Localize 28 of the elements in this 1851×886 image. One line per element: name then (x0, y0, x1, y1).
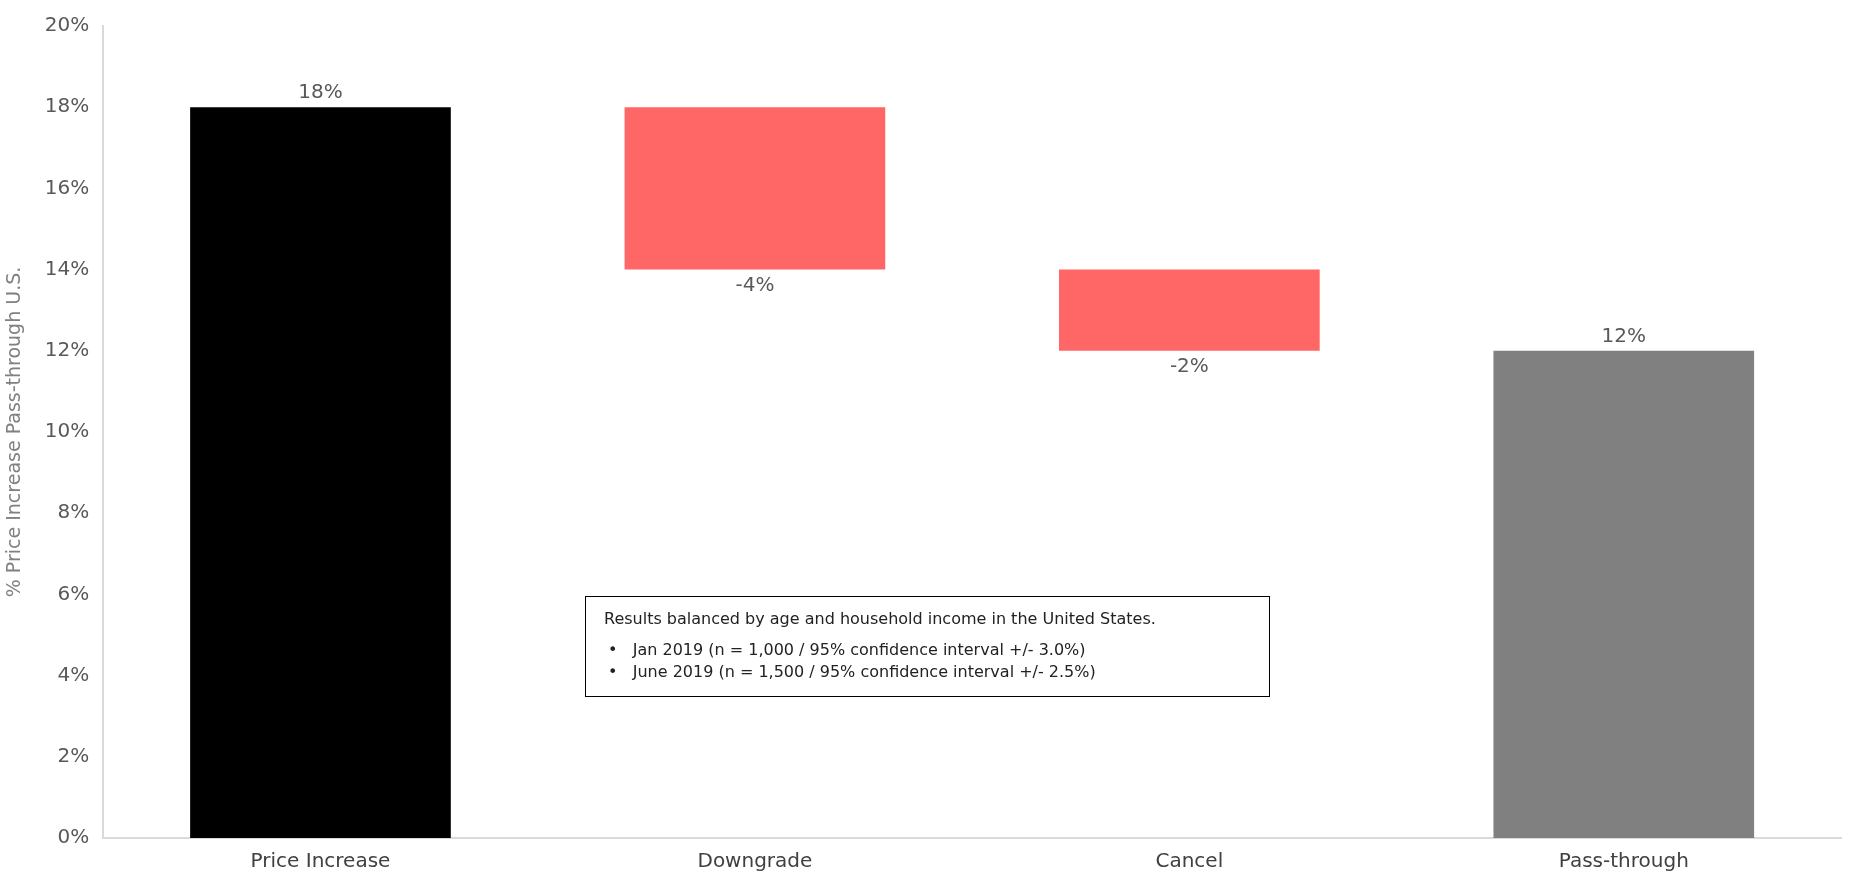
y-tick-label: 18% (44, 93, 90, 118)
y-tick-label: 0% (57, 824, 90, 849)
bar (1059, 269, 1320, 351)
y-tick-label: 4% (57, 661, 90, 686)
data-label: 18% (298, 79, 343, 104)
y-tick-label: 12% (44, 337, 90, 361)
bar (1493, 350, 1755, 838)
y-tick-label: 6% (57, 580, 90, 605)
note-box: Results balanced by age and household income in the United States. • Jan 2019 (n = 1,000 / 95% confidence interval +/- 3.0%) • June 2019 (n = 1,500 / 95% confidence interval +/- 2.5%) (585, 596, 1270, 697)
y-tick-label: 16% (44, 174, 90, 199)
data-label: -2% (1169, 353, 1209, 377)
y-tick-label: 8% (57, 499, 90, 524)
x-tick-label: Downgrade (697, 848, 813, 873)
bar (190, 107, 451, 838)
y-tick-label: 2% (57, 743, 90, 767)
x-tick-label: Cancel (1155, 848, 1224, 873)
bar (624, 107, 886, 270)
annotation: • June 2019 (n = 1,500 / 95% confidence interval +/- 2.5%) (608, 662, 1097, 681)
annotation: Results balanced by age and household income in the United States. (604, 609, 1157, 628)
y-tick-label: 10% (44, 418, 90, 443)
y-axis-title: % Price Increase Pass-through U.S. (2, 266, 25, 598)
data-label: 12% (1601, 323, 1647, 347)
annotation: • Jan 2019 (n = 1,000 / 95% confidence interval +/- 3.0%) (608, 640, 1087, 659)
y-tick-label: 14% (44, 255, 90, 280)
data-label: -4% (735, 271, 775, 296)
x-tick-label: Pass-through (1558, 848, 1689, 873)
y-tick-label: 20% (44, 12, 90, 37)
x-tick-label: Price Increase (250, 848, 391, 873)
